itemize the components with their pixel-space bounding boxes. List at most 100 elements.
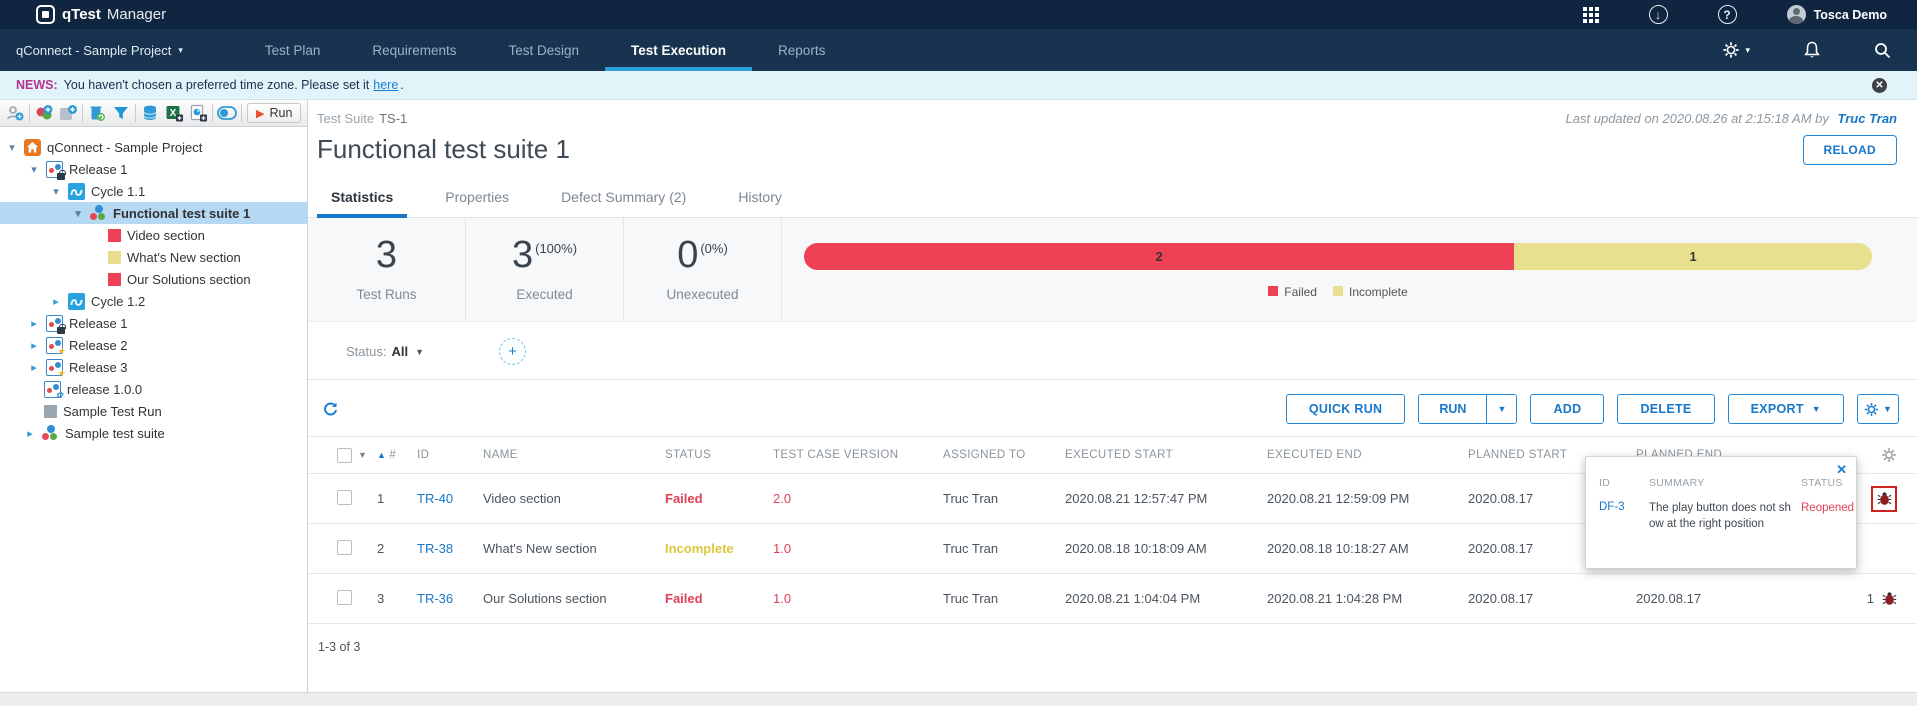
settings-gear-icon[interactable]: ▾ — [1722, 41, 1750, 59]
filter-icon[interactable] — [109, 102, 133, 124]
nav-reports[interactable]: Reports — [778, 42, 826, 58]
tree-item-project[interactable]: ▾ qConnect - Sample Project — [0, 136, 307, 158]
close-icon[interactable]: ✕ — [1836, 462, 1847, 477]
tab-history[interactable]: History — [738, 189, 782, 205]
tab-properties[interactable]: Properties — [445, 189, 510, 205]
nav-test-plan[interactable]: Test Plan — [264, 42, 321, 58]
expand-arrow-icon[interactable]: ▾ — [9, 141, 15, 154]
test-run-link[interactable]: TR-36 — [417, 591, 454, 606]
nav-test-execution[interactable]: Test Execution — [605, 29, 752, 71]
export-excel-icon[interactable]: X — [162, 102, 186, 124]
add-button[interactable]: ADD — [1530, 394, 1605, 424]
apps-grid-icon[interactable] — [1582, 6, 1599, 23]
data-query-icon[interactable] — [138, 102, 162, 124]
collapse-arrow-icon[interactable]: ▸ — [53, 295, 59, 308]
row-planned-start: 2020.08.17 — [1468, 541, 1534, 556]
run-button[interactable]: ▶ Run — [247, 103, 302, 123]
run-button[interactable]: RUN — [1419, 395, 1487, 423]
user-menu[interactable]: Tosca Demo — [1786, 5, 1887, 24]
search-icon[interactable] — [1874, 42, 1891, 59]
tree-item-cycle-1-2[interactable]: ▸ Cycle 1.2 — [0, 290, 307, 312]
defect-link[interactable]: DF-3 — [1599, 501, 1625, 513]
table-row[interactable]: 3 TR-36 Our Solutions section Failed 1.0… — [308, 574, 1917, 624]
tree-item-video-section[interactable]: Video section — [0, 224, 307, 246]
tab-statistics[interactable]: Statistics — [317, 179, 408, 218]
status-filter-value[interactable]: All — [391, 344, 409, 359]
reload-button[interactable]: RELOAD — [1802, 134, 1897, 165]
recycle-bin-icon[interactable] — [85, 102, 109, 124]
tree-item-sample-test-suite[interactable]: ▸ Sample test suite — [0, 422, 307, 444]
col-assigned[interactable]: ASSIGNED TO — [943, 449, 1026, 461]
tree-item-release-3[interactable]: ▸ ★ Release 3 — [0, 356, 307, 378]
chevron-down-icon[interactable]: ▼ — [358, 450, 368, 460]
collapse-arrow-icon[interactable]: ▸ — [31, 339, 37, 352]
row-checkbox[interactable] — [337, 589, 352, 605]
quick-run-button[interactable]: QUICK RUN — [1285, 394, 1406, 424]
row-checkbox[interactable] — [337, 539, 352, 555]
expand-arrow-icon[interactable]: ▾ — [53, 185, 59, 198]
table-row[interactable]: 1 TR-40 Video section Failed 2.0 Truc Tr… — [308, 474, 1917, 524]
tree-item-our-solutions-section[interactable]: Our Solutions section — [0, 268, 307, 290]
defect-bug-icon[interactable] — [1882, 591, 1897, 606]
add-filter-button[interactable]: + — [499, 338, 527, 365]
incomplete-bar-segment[interactable]: 1 — [1514, 243, 1872, 270]
toggle-view-icon[interactable] — [215, 102, 239, 124]
tree-item-release-1[interactable]: ▸ Release 1 — [0, 312, 307, 334]
last-updated-user[interactable]: Truc Tran — [1837, 111, 1897, 126]
row-version[interactable]: 1.0 — [773, 591, 792, 606]
tree-item-cycle-1-1[interactable]: ▾ Cycle 1.1 — [0, 180, 307, 202]
close-icon[interactable]: ✕ — [1872, 77, 1887, 93]
add-cycle-icon[interactable] — [32, 102, 56, 124]
nav-requirements[interactable]: Requirements — [372, 42, 457, 58]
chevron-down-icon[interactable]: ▼ — [415, 346, 425, 357]
collapse-arrow-icon[interactable]: ▸ — [27, 427, 33, 440]
help-icon[interactable]: ? — [1717, 5, 1737, 24]
collapse-arrow-icon[interactable]: ▸ — [31, 361, 37, 374]
expand-arrow-icon[interactable]: ▾ — [75, 207, 81, 220]
failed-bar-segment[interactable]: 2 — [804, 243, 1515, 270]
tree-item-whats-new-section[interactable]: What's New section — [0, 246, 307, 268]
status-bar-chart: 2 1 Failed Incomplete — [782, 218, 1917, 321]
nav-test-design[interactable]: Test Design — [508, 42, 580, 58]
row-exec-start: 2020.08.21 12:57:47 PM — [1065, 491, 1208, 506]
bottom-scroll-strip[interactable] — [0, 692, 1917, 706]
col-version[interactable]: TEST CASE VERSION — [773, 449, 899, 461]
row-version[interactable]: 1.0 — [773, 541, 792, 556]
product-name: Manager — [106, 6, 167, 23]
defects-column-gear-icon[interactable] — [1881, 447, 1897, 463]
test-run-link[interactable]: TR-40 — [417, 491, 454, 506]
collapse-arrow-icon[interactable]: ▸ — [31, 317, 37, 330]
col-name[interactable]: NAME — [483, 449, 518, 461]
tree-item-release-1-open[interactable]: ▾ Release 1 — [0, 158, 307, 180]
grid-settings-button[interactable]: ▼ — [1857, 394, 1899, 424]
col-planned-start[interactable]: PLANNED START — [1468, 449, 1568, 461]
test-run-link[interactable]: TR-38 — [417, 541, 454, 556]
add-test-suite-icon[interactable] — [56, 102, 80, 124]
news-here-link[interactable]: here — [373, 78, 399, 92]
row-version[interactable]: 2.0 — [773, 491, 792, 506]
notifications-bell-icon[interactable] — [1804, 41, 1820, 59]
run-dropdown-button[interactable]: ▼ — [1486, 395, 1517, 423]
col-exec-start[interactable]: EXECUTED START — [1065, 449, 1174, 461]
export-button[interactable]: EXPORT ▼ — [1727, 394, 1844, 424]
delete-button[interactable]: DELETE — [1617, 394, 1715, 424]
select-all-checkbox[interactable] — [337, 447, 352, 463]
tree-item-functional-test-suite-1[interactable]: ▾ Functional test suite 1 — [0, 202, 307, 224]
row-checkbox[interactable] — [337, 489, 352, 505]
col-num[interactable]: ▲ # — [377, 449, 397, 461]
project-selector[interactable]: qConnect - Sample Project ▾ — [0, 29, 197, 71]
col-status[interactable]: STATUS — [665, 449, 712, 461]
tab-defect-summary[interactable]: Defect Summary (2) — [561, 189, 687, 205]
table-row[interactable]: 2 TR-38 What's New section Incomplete 1.… — [308, 524, 1917, 574]
tree-item-release-1-0-0[interactable]: ✿ release 1.0.0 — [0, 378, 307, 400]
tree-item-release-2[interactable]: ▸ ★ Release 2 — [0, 334, 307, 356]
expand-arrow-icon[interactable]: ▾ — [31, 163, 37, 176]
tree-item-sample-test-run[interactable]: Sample Test Run — [0, 400, 307, 422]
user-settings-add-icon[interactable] — [3, 102, 27, 124]
refresh-icon[interactable] — [322, 401, 339, 418]
download-icon[interactable]: ↓ — [1648, 5, 1668, 24]
export-report-icon[interactable] — [186, 102, 210, 124]
col-exec-end[interactable]: EXECUTED END — [1267, 449, 1362, 461]
defect-bug-icon-selected[interactable] — [1871, 485, 1897, 512]
col-id[interactable]: ID — [417, 449, 430, 461]
